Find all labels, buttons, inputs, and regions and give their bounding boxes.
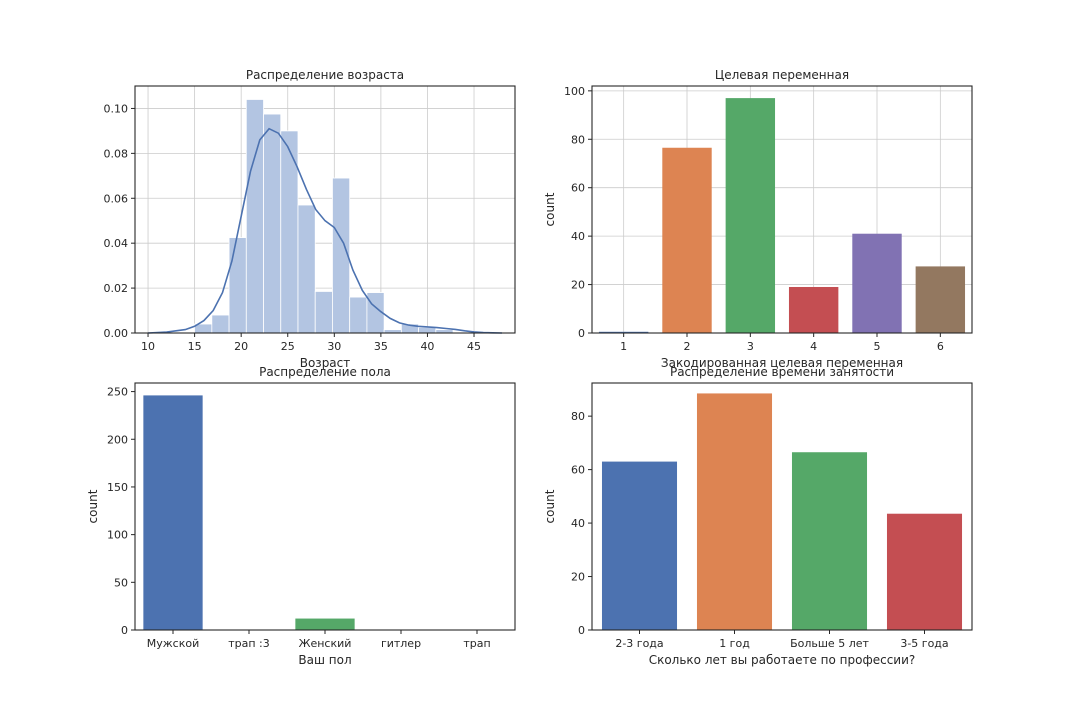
x-axis-label: Ваш пол [298,653,351,667]
x-tick-label: 6 [937,340,944,353]
chart-title: Целевая переменная [715,68,849,82]
x-tick-label: трап [463,637,490,650]
x-tick-label: 3 [747,340,754,353]
y-tick-label: 0 [121,624,128,637]
x-tick-label: 1 [620,340,627,353]
plot-frame [134,382,516,631]
target-bar-panel: 0 20 40 60 80 100 1 2 3 4 5 6 Целевая переменная Зако… [543,68,973,370]
y-tick-label: 80 [571,410,585,423]
bar [915,266,966,333]
y-axis-label: count [543,489,557,523]
y-tick-label: 20 [571,571,585,584]
x-tick-label: 20 [234,340,248,353]
y-tick-label: 100 [564,85,585,98]
y-tick-label: 40 [571,517,585,530]
bar [791,452,868,630]
x-tick-label: 40 [420,340,434,353]
y-axis-label: count [86,489,100,523]
y-tick-label: 0.08 [104,147,129,160]
chart-title: Распределение пола [259,365,391,379]
bar [696,393,773,630]
histogram-bar [211,314,230,334]
histogram-bar [245,99,264,334]
x-tick-label: Женский [299,637,352,650]
y-tick-label: 100 [107,529,128,542]
x-tick-label: 35 [374,340,388,353]
y-tick-label: 80 [571,133,585,146]
kde-line [147,127,503,334]
x-axis-label: Сколько лет вы работаете по профессии? [649,653,916,667]
experience-bar-panel: 0 20 40 60 80 2-3 года 1 год Больше 5 лет 3-5 го… [543,365,973,667]
y-axis-label: count [543,192,557,226]
bar [295,618,355,630]
y-tick-label: 200 [107,433,128,446]
x-tick-label: 30 [327,340,341,353]
x-tick-label: 10 [141,340,155,353]
bar [886,513,963,630]
bar [143,395,203,630]
plot-frame [134,85,516,334]
x-tick-label: 45 [467,340,481,353]
bar [598,331,649,333]
histogram-bar [228,237,247,334]
bar [601,461,678,630]
chart-title: Распределение времени занятости [670,365,894,379]
y-tick-label: 60 [571,464,585,477]
y-tick-label: 150 [107,481,128,494]
y-tick-label: 60 [571,182,585,195]
y-tick-label: 0.02 [104,282,129,295]
y-tick-label: 40 [571,230,585,243]
y-tick-label: 0.04 [104,237,129,250]
bar [662,147,712,333]
x-tick-label: 2-3 года [615,637,663,650]
histogram-bar [349,296,368,334]
y-tick-label: 0 [578,327,585,340]
bar [788,286,839,333]
histogram-bar [297,204,316,334]
age-histogram-panel: 10 15 20 25 30 35 40 45 0.00 0.02 0.04 0.06 0.08 0.10… [104,68,516,370]
histogram-bar [280,130,299,334]
gender-bar-panel: 0 50 100 150 200 250 Мужской трап :3 Женский гитл… [86,365,516,667]
x-tick-label: Больше 5 лет [790,637,869,650]
y-tick-label: 50 [114,576,128,589]
histogram-bar [314,291,333,334]
chart-title: Распределение возраста [246,68,404,82]
histogram-bar [418,326,437,334]
x-tick-label: трап :3 [228,637,270,650]
y-tick-label: 0.10 [104,102,129,115]
y-tick-label: 250 [107,386,128,399]
x-tick-label: гитлер [381,637,421,650]
histogram-bar [263,113,282,334]
x-tick-label: 1 год [719,637,750,650]
y-tick-label: 0 [578,624,585,637]
x-tick-label: 5 [874,340,881,353]
x-tick-label: 4 [810,340,817,353]
y-tick-label: 20 [571,279,585,292]
x-tick-label: 15 [188,340,202,353]
plot-frame [591,382,973,631]
bar [852,233,902,333]
x-tick-label: 2 [684,340,691,353]
x-tick-label: 25 [281,340,295,353]
x-axis-label: Закодированная целевая переменная [661,356,903,370]
x-axis-label: Возраст [300,356,351,370]
bar [725,98,776,333]
plot-frame [591,85,973,334]
x-tick-label: Мужской [147,637,199,650]
y-tick-label: 0.00 [104,327,129,340]
y-tick-label: 0.06 [104,192,129,205]
x-tick-label: 3-5 года [900,637,948,650]
